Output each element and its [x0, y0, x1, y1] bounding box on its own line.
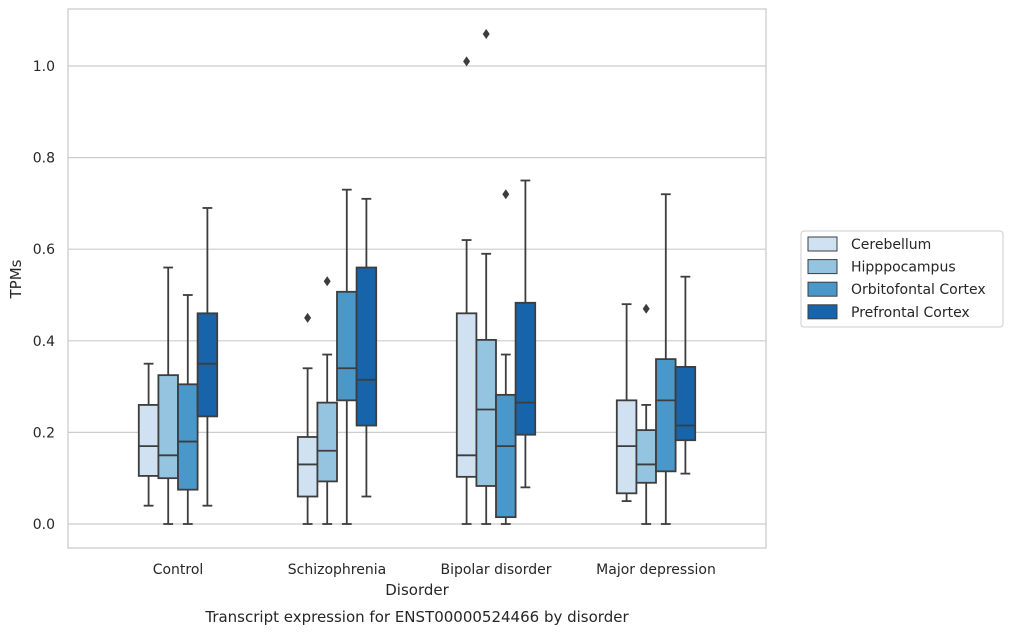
iqr-box — [635, 429, 657, 484]
x-axis-label: Disorder — [385, 581, 449, 599]
iqr-box — [296, 436, 319, 498]
y-tick-label: 0.2 — [33, 425, 55, 441]
boxes — [137, 28, 697, 525]
box-prefrontal-cortex — [674, 275, 697, 475]
iqr-box — [655, 358, 677, 473]
box-hipppocampus — [475, 28, 497, 525]
x-tick-label: Bipolar disorder — [440, 562, 551, 578]
y-tick-label: 0.4 — [33, 334, 55, 350]
legend-label: Hipppocampus — [851, 260, 956, 276]
outlier-point — [304, 312, 312, 323]
legend-swatch — [807, 281, 838, 297]
outlier-point — [323, 276, 331, 287]
legend-label: Cerebellum — [851, 237, 931, 253]
y-tick-label: 0.0 — [33, 517, 55, 533]
x-tick-labels: Control Schizophrenia Bipolar disorder Majo… — [153, 562, 716, 578]
y-tick-label: 1.0 — [33, 59, 55, 75]
box-cerebellum — [455, 56, 478, 525]
outlier-point — [463, 56, 471, 67]
box-orbitofontal-cortex — [336, 188, 358, 525]
outlier-point — [642, 303, 650, 314]
legend-swatch — [807, 259, 838, 275]
box-orbitofontal-cortex — [177, 294, 199, 525]
iqr-box — [355, 266, 378, 427]
y-tick-label: 0.6 — [33, 242, 55, 258]
iqr-box — [336, 290, 358, 402]
legend-swatch — [807, 304, 838, 320]
legend-label: Orbitofontal Cortex — [851, 282, 986, 298]
box-orbitofontal-cortex — [495, 189, 517, 525]
legend: Cerebellum Hipppocampus Orbitofontal Corte… — [800, 230, 1004, 328]
box-hipppocampus — [635, 303, 657, 525]
iqr-box — [475, 338, 497, 487]
iqr-box — [674, 366, 697, 442]
outlier-point — [482, 28, 490, 39]
iqr-box — [177, 383, 199, 491]
plot-frame — [67, 8, 767, 549]
legend-label: Prefrontal Cortex — [851, 305, 970, 321]
iqr-box — [196, 312, 219, 418]
box-prefrontal-cortex — [514, 179, 537, 489]
iqr-box — [495, 393, 517, 519]
legend-frame — [800, 230, 1004, 328]
y-axis-label: TPMs — [7, 259, 25, 299]
chart-caption: Transcript expression for ENST0000052446… — [204, 608, 629, 626]
iqr-box — [455, 312, 478, 478]
iqr-box — [157, 374, 179, 480]
iqr-box — [137, 404, 160, 477]
x-tick-label: Schizophrenia — [288, 562, 386, 578]
box-cerebellum — [296, 312, 319, 525]
y-tick-label: 0.8 — [33, 151, 55, 167]
box-hipppocampus — [157, 266, 179, 525]
box-prefrontal-cortex — [196, 207, 219, 507]
box-prefrontal-cortex — [355, 197, 378, 498]
box-orbitofontal-cortex — [655, 193, 677, 525]
outlier-point — [502, 189, 510, 200]
box-cerebellum — [615, 303, 638, 503]
iqr-box — [514, 301, 537, 436]
iqr-box — [316, 401, 338, 483]
x-tick-label: Major depression — [596, 562, 716, 578]
box-hipppocampus — [316, 276, 338, 525]
box-cerebellum — [137, 362, 160, 507]
x-tick-label: Control — [153, 562, 204, 578]
y-tick-labels: 0.0 0.2 0.4 0.6 0.8 1.0 — [33, 59, 55, 533]
legend-swatch — [807, 236, 838, 252]
